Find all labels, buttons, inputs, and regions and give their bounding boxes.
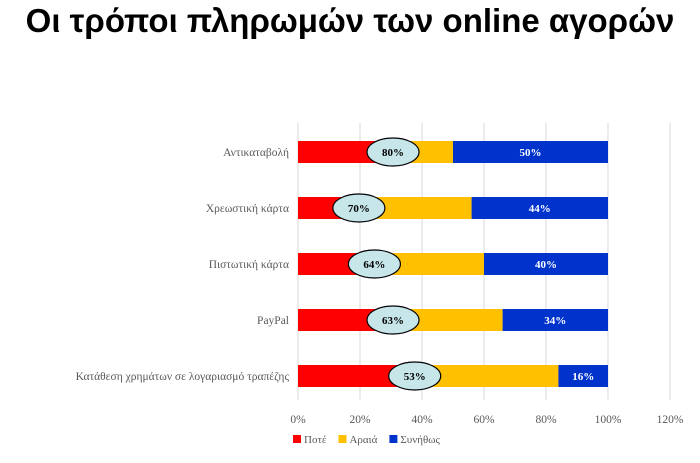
bar-segment [391, 309, 503, 331]
bar-segment [298, 309, 391, 331]
callout-label: 64% [363, 259, 385, 271]
bar-segment [484, 253, 608, 275]
legend-swatch [389, 435, 398, 443]
category-label: Κατάθεση χρημάτων σε λογαριασμό τραπέζης [76, 371, 290, 383]
legend-swatch [293, 435, 301, 443]
bar-segment [372, 253, 484, 275]
series-value-label: 40% [535, 259, 557, 271]
series-value-label: 16% [572, 371, 594, 383]
bars: 80% 50% 70% 44% 64% 40% 63% 34% 53% 16% [298, 137, 608, 391]
bar-segment [453, 141, 608, 163]
category-label: Πιστωτική κάρτα [209, 259, 289, 271]
callout-ellipse [366, 137, 420, 167]
callout-ellipse [347, 249, 401, 279]
callout-label: 63% [382, 315, 404, 327]
callout-label: 53% [404, 371, 426, 383]
category-label: Αντικαταβολή [223, 147, 289, 159]
legend-label: Ποτέ [304, 434, 327, 446]
bar-segment [298, 365, 413, 387]
page-title: Οι τρόποι πληρωμών των online αγορών [25, 2, 675, 39]
x-tick-label: 80% [535, 414, 557, 426]
bar-segment [298, 141, 391, 163]
x-tick-label: 0% [290, 414, 306, 426]
x-tick-label: 40% [411, 414, 433, 426]
legend-label: Αραιά [349, 434, 377, 446]
callout-ellipse [366, 305, 420, 335]
x-tick-label: 120% [657, 414, 684, 426]
legend-swatch [338, 435, 347, 443]
series-value-label: 50% [520, 147, 542, 159]
bar-segment [412, 365, 559, 387]
callout-ellipse [332, 193, 386, 223]
callout-label: 70% [348, 203, 370, 215]
bar-segment [356, 197, 472, 219]
bar-segment [471, 197, 608, 219]
category-label: PayPal [257, 315, 289, 327]
category-label: Χρεωστική κάρτα [206, 203, 289, 215]
category-labels: Αντικαταβολή Χρεωστική κάρτα Πιστωτική κάρ… [76, 147, 290, 383]
series-value-label: 44% [529, 203, 551, 215]
bar-segment [558, 365, 608, 387]
series-value-label: 34% [544, 315, 566, 327]
x-tick-label: 60% [473, 414, 495, 426]
bar-segment [502, 309, 608, 331]
legend: Ποτέ Αραιά Συνήθως [293, 434, 440, 446]
x-tick-label: 100% [595, 414, 622, 426]
legend-label: Συνήθως [400, 434, 440, 446]
callout-label: 80% [382, 147, 404, 159]
x-tick-label: 20% [349, 414, 371, 426]
callout-ellipse [388, 361, 442, 391]
x-axis-ticks: 0% 20% 40% 60% 80% 100% 120% [290, 414, 684, 426]
